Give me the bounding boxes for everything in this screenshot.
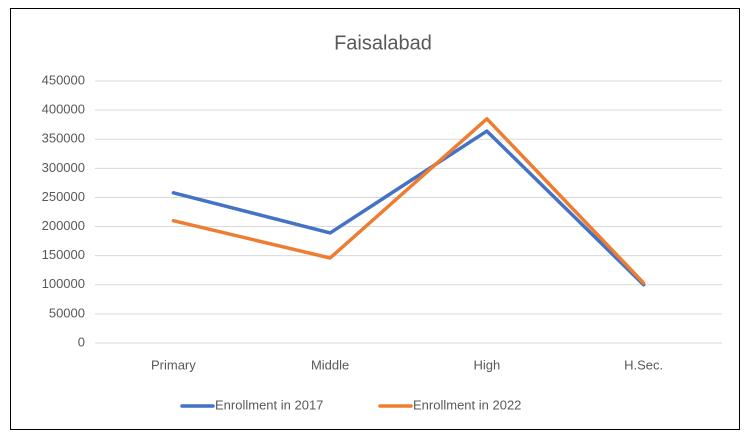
y-tick-label: 150000 (42, 247, 85, 262)
y-tick-label: 0 (78, 334, 85, 349)
y-tick-label: 300000 (42, 160, 85, 175)
x-tick-label: H.Sec. (624, 357, 663, 372)
legend-label: Enrollment in 2017 (215, 397, 323, 412)
y-tick-label: 400000 (42, 102, 85, 117)
y-tick-label: 50000 (49, 305, 85, 320)
series-line (171, 129, 646, 287)
x-tick-label: Primary (151, 357, 196, 372)
y-tick-label: 250000 (42, 189, 85, 204)
legend-label: Enrollment in 2022 (413, 397, 521, 412)
y-tick-label: 350000 (42, 131, 85, 146)
x-tick-label: Middle (311, 357, 349, 372)
chart-title: Faisalabad (334, 32, 432, 54)
series-line (171, 117, 646, 285)
x-tick-label: High (474, 357, 501, 372)
y-tick-label: 100000 (42, 276, 85, 291)
y-tick-label: 200000 (42, 218, 85, 233)
y-tick-label: 450000 (42, 72, 85, 87)
